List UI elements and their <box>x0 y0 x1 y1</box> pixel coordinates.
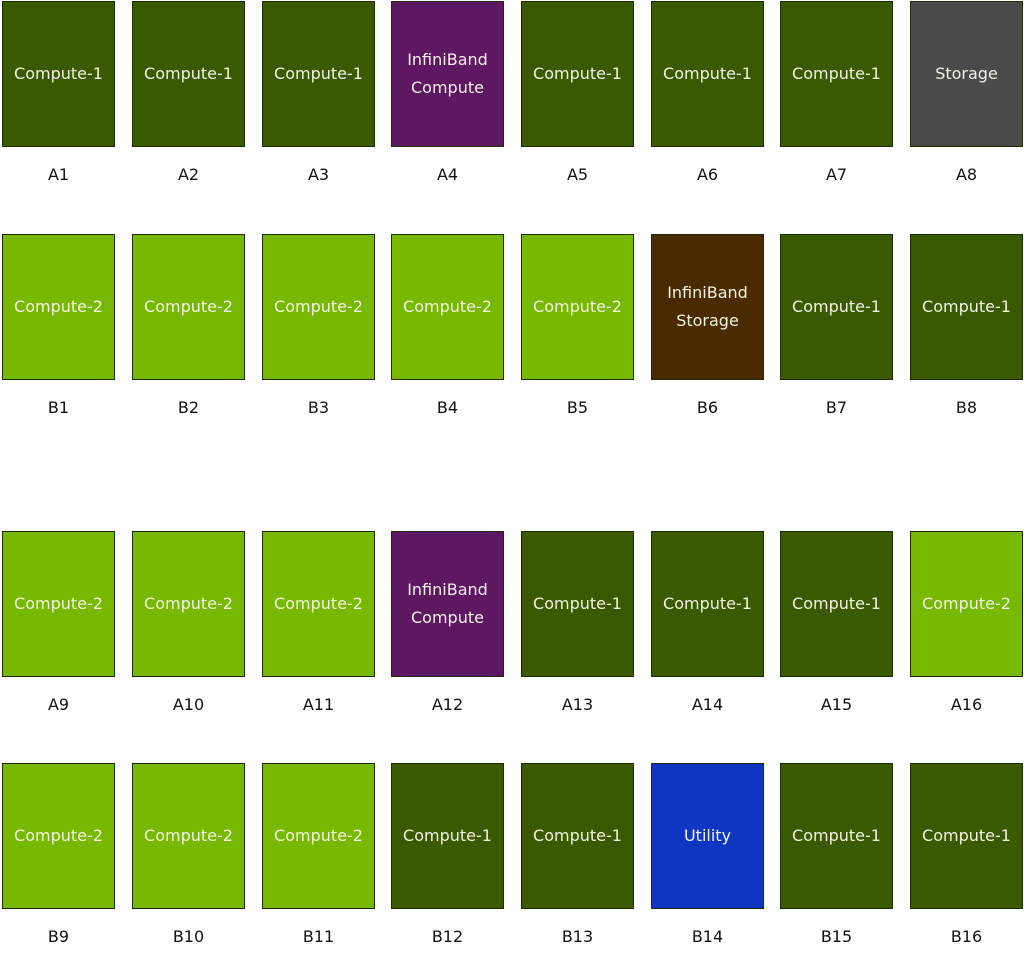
node-box: Compute-2 <box>132 234 245 380</box>
rack-slot: Compute-1 B7 <box>780 234 893 417</box>
slot-id-label: B8 <box>955 398 978 417</box>
rack-slot: Compute-1 B15 <box>780 763 893 946</box>
slot-id-label: B2 <box>177 398 200 417</box>
rack-slot: Compute-2 B9 <box>2 763 115 946</box>
node-box: Compute-1 <box>521 531 634 677</box>
node-box: Compute-2 <box>132 763 245 909</box>
slot-id-label: B14 <box>691 927 724 946</box>
node-box: Compute-2 <box>2 234 115 380</box>
rack-slot: Compute-2 B11 <box>262 763 375 946</box>
node-box: Compute-1 <box>391 763 504 909</box>
rack-slot: Compute-1 A14 <box>651 531 764 714</box>
rack-slot: Compute-1 B8 <box>910 234 1023 417</box>
node-box: Storage <box>910 1 1023 147</box>
rack-slot: Compute-1 A5 <box>521 1 634 184</box>
node-box: Compute-2 <box>521 234 634 380</box>
node-box: Compute-2 <box>132 531 245 677</box>
slot-id-label: A14 <box>691 695 724 714</box>
rack-slot: Compute-1 B12 <box>391 763 504 946</box>
slot-id-label: B4 <box>436 398 459 417</box>
node-box: Compute-1 <box>521 1 634 147</box>
slot-id-label: A5 <box>566 165 589 184</box>
rack-slot: Compute-2 A9 <box>2 531 115 714</box>
rack-slot: Compute-2 A16 <box>910 531 1023 714</box>
slot-id-label: A15 <box>820 695 853 714</box>
slot-id-label: B15 <box>820 927 853 946</box>
slot-id-label: B16 <box>950 927 983 946</box>
rack-slot: Compute-1 A1 <box>2 1 115 184</box>
node-box: Compute-2 <box>391 234 504 380</box>
rack-slot: Compute-2 B10 <box>132 763 245 946</box>
rack-slot: Compute-1 B16 <box>910 763 1023 946</box>
rack-slot: Storage A8 <box>910 1 1023 184</box>
node-box: Compute-2 <box>910 531 1023 677</box>
rack-slot: Compute-1 A7 <box>780 1 893 184</box>
slot-id-label: A2 <box>177 165 200 184</box>
node-box: InfiniBand Storage <box>651 234 764 380</box>
rack-slot: Compute-2 A10 <box>132 531 245 714</box>
node-box: Utility <box>651 763 764 909</box>
slot-id-label: A7 <box>825 165 848 184</box>
node-box: Compute-2 <box>2 531 115 677</box>
rack-slot: Compute-1 A13 <box>521 531 634 714</box>
slot-id-label: B5 <box>566 398 589 417</box>
node-box: Compute-1 <box>2 1 115 147</box>
slot-id-label: A11 <box>302 695 335 714</box>
slot-id-label: B1 <box>47 398 70 417</box>
node-box: Compute-1 <box>521 763 634 909</box>
node-box: Compute-1 <box>780 531 893 677</box>
rack-slot: Compute-1 A3 <box>262 1 375 184</box>
slot-id-label: A9 <box>47 695 70 714</box>
rack-slot: Compute-2 B4 <box>391 234 504 417</box>
slot-id-label: A1 <box>47 165 70 184</box>
slot-id-label: A6 <box>696 165 719 184</box>
rack-slot: Compute-2 A11 <box>262 531 375 714</box>
node-box: Compute-1 <box>780 1 893 147</box>
slot-id-label: A10 <box>172 695 205 714</box>
node-box: Compute-1 <box>910 234 1023 380</box>
node-box: Compute-1 <box>651 531 764 677</box>
rack-slot: InfiniBand Storage B6 <box>651 234 764 417</box>
node-box: Compute-1 <box>262 1 375 147</box>
slot-id-label: A12 <box>431 695 464 714</box>
node-box: Compute-1 <box>651 1 764 147</box>
rack-slot: Compute-2 B3 <box>262 234 375 417</box>
slot-id-label: A4 <box>436 165 459 184</box>
rack-slot: Utility B14 <box>651 763 764 946</box>
slot-id-label: A3 <box>307 165 330 184</box>
node-box: Compute-2 <box>262 531 375 677</box>
node-box: InfiniBand Compute <box>391 531 504 677</box>
rack-slot: InfiniBand Compute A4 <box>391 1 504 184</box>
slot-id-label: B11 <box>302 927 335 946</box>
rack-slot: Compute-2 B2 <box>132 234 245 417</box>
rack-slot: InfiniBand Compute A12 <box>391 531 504 714</box>
node-box: Compute-2 <box>262 234 375 380</box>
slot-id-label: B10 <box>172 927 205 946</box>
node-box: Compute-1 <box>132 1 245 147</box>
node-box: Compute-1 <box>910 763 1023 909</box>
rack-slot: Compute-2 B5 <box>521 234 634 417</box>
rack-slot: Compute-1 A2 <box>132 1 245 184</box>
rack-slot: Compute-2 B1 <box>2 234 115 417</box>
node-box: Compute-2 <box>2 763 115 909</box>
slot-id-label: B3 <box>307 398 330 417</box>
slot-id-label: A13 <box>561 695 594 714</box>
slot-id-label: B6 <box>696 398 719 417</box>
slot-id-label: A16 <box>950 695 983 714</box>
slot-id-label: B9 <box>47 927 70 946</box>
node-box: Compute-1 <box>780 763 893 909</box>
slot-id-label: B7 <box>825 398 848 417</box>
node-box: Compute-1 <box>780 234 893 380</box>
node-box: InfiniBand Compute <box>391 1 504 147</box>
slot-id-label: A8 <box>955 165 978 184</box>
rack-slot: Compute-1 A15 <box>780 531 893 714</box>
slot-id-label: B13 <box>561 927 594 946</box>
node-box: Compute-2 <box>262 763 375 909</box>
rack-slot: Compute-1 A6 <box>651 1 764 184</box>
slot-id-label: B12 <box>431 927 464 946</box>
rack-slot: Compute-1 B13 <box>521 763 634 946</box>
